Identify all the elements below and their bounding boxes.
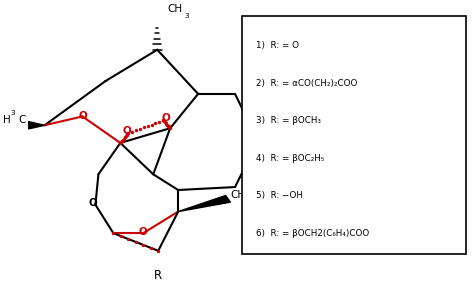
Text: O: O	[139, 227, 147, 237]
Text: CH: CH	[167, 5, 182, 15]
Polygon shape	[28, 122, 45, 129]
Text: CH: CH	[230, 190, 246, 200]
Text: 3)  R: = βOCH₃: 3) R: = βOCH₃	[256, 116, 321, 125]
Text: 3: 3	[11, 109, 15, 115]
Text: 6)  R: = βOCH2(C₆H₄)COO: 6) R: = βOCH2(C₆H₄)COO	[256, 229, 369, 238]
Text: 2)  R: = αCO(CH₂)₂COO: 2) R: = αCO(CH₂)₂COO	[256, 79, 357, 87]
Text: 5)  R: −OH: 5) R: −OH	[256, 191, 303, 200]
Text: O: O	[161, 113, 170, 123]
Text: 3: 3	[248, 196, 253, 202]
Text: 1)  R: = O: 1) R: = O	[256, 41, 299, 50]
Text: O: O	[123, 126, 132, 136]
Text: R: R	[154, 269, 162, 282]
Text: 4)  R: = βOC₂H₅: 4) R: = βOC₂H₅	[256, 154, 324, 163]
FancyBboxPatch shape	[242, 16, 466, 254]
Text: C: C	[18, 115, 26, 125]
Text: 3: 3	[184, 13, 189, 19]
Text: H: H	[3, 115, 10, 125]
Text: O: O	[78, 111, 87, 121]
Polygon shape	[178, 196, 230, 211]
Text: O: O	[89, 198, 98, 208]
